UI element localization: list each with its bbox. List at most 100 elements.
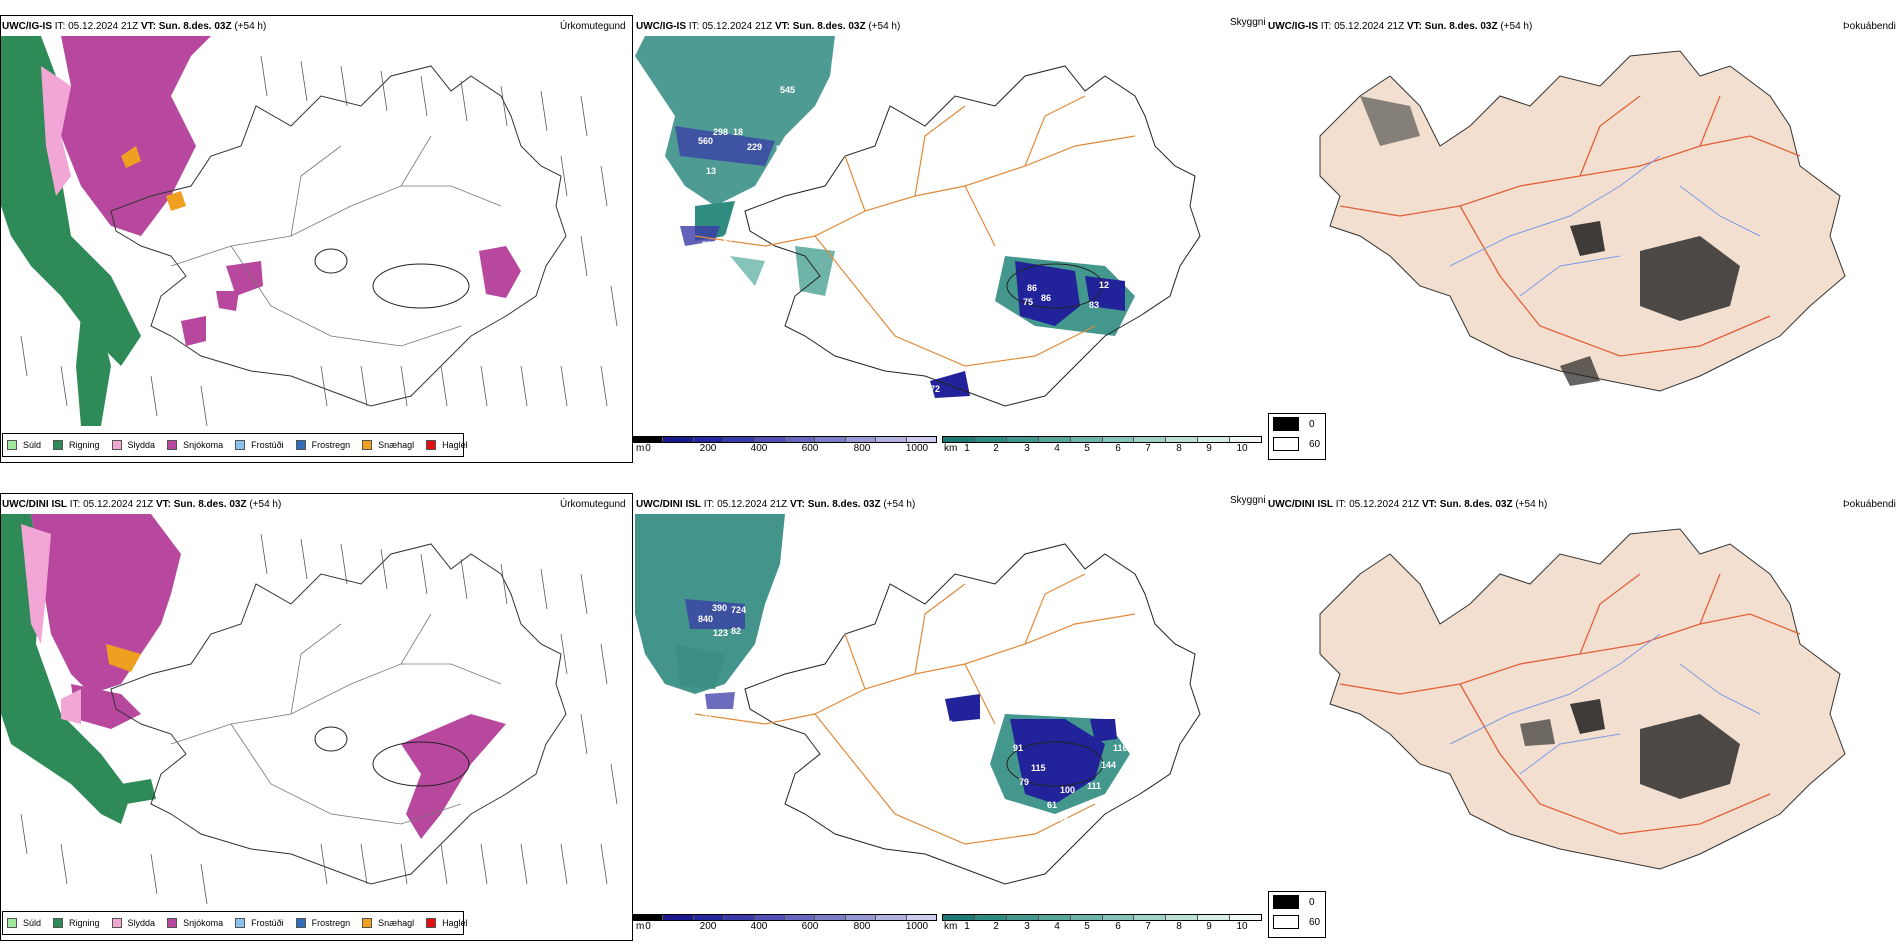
vis-blue-area: [1015, 261, 1080, 326]
scale-color-step: [1102, 915, 1135, 920]
visibility-scale-bar: [942, 436, 1262, 443]
legend-item: Snjókoma: [167, 918, 223, 928]
fog-header: UWC/IG-IS IT: 05.12.2024 21Z VT: Sun. 8.…: [1268, 21, 1533, 32]
scale-tick: 200: [699, 921, 717, 932]
legend-item: Snjókoma: [167, 440, 223, 450]
fog-dark-area: [1520, 719, 1555, 746]
scale-tick: 6: [1115, 921, 1121, 932]
scale-tick: 6: [1115, 443, 1121, 454]
legend-swatch: [362, 918, 373, 928]
scale-color-step: [1006, 437, 1039, 442]
scale-unit-label: km: [944, 443, 958, 454]
sleet-area: [41, 66, 71, 196]
snow-area: [479, 246, 521, 298]
scale-color-step: [845, 437, 877, 442]
scale-tick: 600: [801, 443, 819, 454]
fog-title: Þokuábendi: [1843, 21, 1896, 32]
scale-color-step: [974, 437, 1007, 442]
scale-color-step: [1198, 437, 1231, 442]
scale-color-step: [693, 437, 725, 442]
glacier: [314, 726, 348, 752]
scale-unit-label: m: [636, 443, 645, 454]
valid-time: Sun. 8.des. 03Z: [173, 499, 247, 510]
legend-swatch: [7, 440, 17, 450]
legend-item: Snæhagl: [362, 918, 414, 928]
fog-land: [1319, 50, 1846, 392]
scale-tick: 2: [993, 443, 999, 454]
scale-tick: 3: [1024, 443, 1030, 454]
legend-item: Rigning: [53, 440, 100, 450]
fog-swatch: [1273, 437, 1299, 451]
init-time: 05.12.2024 21Z: [1334, 21, 1405, 32]
vis-blue-area: [680, 226, 720, 246]
fog-swatch: [1273, 915, 1299, 929]
legend-swatch: [235, 918, 246, 928]
fog-title: Þokuábendi: [1843, 499, 1896, 510]
legend-swatch: [362, 440, 373, 450]
visibility-scale: km 1 2 3 4 5 6 7 8 9 10: [942, 914, 1262, 933]
scale-tick: 1: [964, 921, 970, 932]
scale-color-step: [1134, 915, 1167, 920]
snow-area: [71, 684, 141, 729]
visibility-scale-labels: km 1 2 3 4 5 6 7 8 9 10: [942, 921, 1262, 933]
init-time: 05.12.2024 21Z: [702, 21, 773, 32]
scale-tick: 2: [993, 921, 999, 932]
model-name: UWC/DINI ISL: [636, 499, 701, 510]
legend-swatch: [167, 440, 178, 450]
scale-tick: 4: [1054, 443, 1060, 454]
legend-item: Súld: [7, 918, 41, 928]
glacier: [372, 741, 470, 787]
scale-color-step: [1230, 437, 1262, 442]
height-scale-labels: m 0 200 400 600 800 1000: [632, 921, 937, 933]
precip-title: Úrkomutegund: [560, 499, 626, 510]
scale-color-step: [1166, 437, 1199, 442]
snow-area: [401, 714, 506, 839]
vis-blue-area: [1090, 719, 1117, 742]
legend-swatch: [426, 918, 437, 928]
scale-color-step: [633, 437, 664, 442]
coastline: [744, 543, 1201, 885]
vis-blue-area: [675, 126, 775, 166]
model-name: UWC/DINI ISL: [2, 499, 67, 510]
scale-color-step: [785, 915, 816, 920]
vis-blue-area: [685, 599, 745, 629]
coastline: [110, 543, 567, 885]
legend-swatch: [7, 918, 17, 928]
legend-item: Haglél: [426, 440, 468, 450]
precip-legend: Súld Rigning Slydda Snjókoma Frostúði Fr…: [2, 911, 468, 935]
legend-item: Slydda: [111, 918, 155, 928]
fog-swatch: [1273, 417, 1299, 431]
wind-barbs: [20, 533, 618, 904]
init-time: 05.12.2024 21Z: [83, 499, 154, 510]
legend-swatch: [53, 918, 64, 928]
fog-roads: [1339, 573, 1801, 835]
road-network: [694, 95, 1136, 367]
legend-item: Frostregn: [295, 918, 350, 928]
valid-time: Sun. 8.des. 03Z: [1439, 499, 1513, 510]
snow-area: [181, 316, 206, 346]
valid-time: Sun. 8.des. 03Z: [158, 21, 232, 32]
snow-area: [61, 36, 211, 236]
legend-item: Snæhagl: [362, 440, 414, 450]
scale-tick: 8: [1176, 443, 1182, 454]
vis-header: UWC/DINI ISL IT: 05.12.2024 21Z VT: Sun.…: [636, 499, 916, 510]
legend-swatch: [111, 440, 122, 450]
glacier: [314, 248, 348, 274]
scale-tick: 5: [1084, 921, 1090, 932]
legend-item: Haglél: [426, 918, 468, 928]
scale-color-step: [876, 437, 907, 442]
scale-color-step: [906, 437, 937, 442]
fog-rivers: [1449, 633, 1761, 775]
scale-color-step: [724, 915, 755, 920]
scale-color-step: [754, 915, 786, 920]
vis-title: Skyggni: [1230, 495, 1266, 506]
snow-area: [216, 291, 239, 311]
scale-color-step: [1006, 915, 1039, 920]
scale-color-step: [663, 915, 694, 920]
legend-item: Slydda: [111, 440, 155, 450]
scale-color-step: [1070, 915, 1103, 920]
height-scale: m 0 200 400 600 800 1000: [632, 436, 937, 455]
road-network: [170, 135, 502, 347]
scale-color-step: [1070, 437, 1103, 442]
precip-map: [1, 36, 618, 426]
